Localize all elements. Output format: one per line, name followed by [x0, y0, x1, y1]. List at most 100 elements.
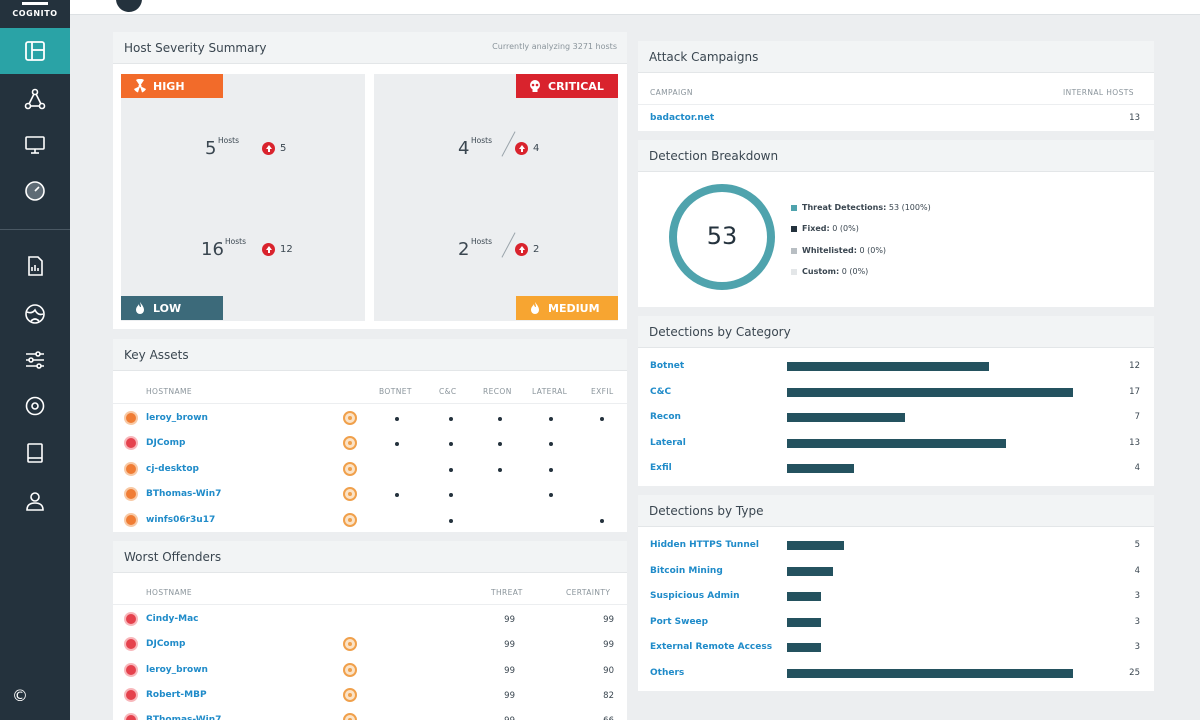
category-link[interactable]: Botnet: [650, 361, 685, 371]
alert-count: 12: [280, 244, 293, 255]
detection-dot: [600, 417, 604, 421]
category-link[interactable]: Suspicious Admin: [650, 591, 740, 602]
attack-campaigns-panel: Attack Campaigns CAMPAIGN INTERNAL HOSTS…: [638, 41, 1154, 131]
category-link[interactable]: C&C: [650, 386, 672, 397]
bar-hidden-https-tunnel[interactable]: [787, 541, 844, 550]
count-value: 17: [1129, 386, 1140, 397]
bar-external-remote-access[interactable]: [787, 643, 821, 653]
type-header: Detections by Type: [638, 495, 1154, 527]
col-hostname[interactable]: HOSTNAME: [146, 588, 193, 597]
flame-icon: [531, 302, 539, 314]
campaign-link[interactable]: badactor.net: [650, 113, 715, 123]
category-link[interactable]: Others: [650, 668, 685, 678]
nav-network[interactable]: [0, 76, 70, 122]
category-link[interactable]: Exfil: [650, 463, 672, 473]
avatar[interactable]: [116, 0, 142, 12]
bar-c-c[interactable]: [787, 387, 1073, 397]
bar-lateral[interactable]: [787, 438, 1006, 448]
key-asset-target-icon: [343, 461, 357, 476]
nav-settings[interactable]: [0, 383, 70, 429]
hostname-link[interactable]: Robert-MBP: [146, 689, 207, 700]
detection-dot: [549, 442, 553, 447]
detection-dot: [498, 442, 502, 447]
hostname-link[interactable]: winfs06r3u17: [146, 514, 216, 525]
category-link[interactable]: External Remote Access: [650, 642, 773, 653]
col-threat[interactable]: THREAT: [491, 588, 523, 597]
detections-by-type-panel: Detections by Type Hidden HTTPS Tunnel 5 B…: [638, 495, 1154, 691]
severity-cell-critical[interactable]: CRITICAL 4 Hosts 4: [374, 74, 618, 226]
monitor-icon: [25, 136, 45, 154]
category-link[interactable]: Hidden HTTPS Tunnel: [650, 540, 759, 550]
category-link[interactable]: Recon: [650, 412, 681, 422]
bar-port-sweep[interactable]: [787, 617, 821, 627]
hosts-label: Hosts: [218, 136, 239, 145]
alert-up-icon: [515, 142, 528, 155]
book-icon: [27, 443, 43, 463]
legend-value: 0 (0%): [841, 266, 869, 276]
col-cc[interactable]: C&C: [439, 387, 457, 396]
col-internal-hosts[interactable]: INTERNAL HOSTS: [1063, 88, 1134, 97]
col-hostname[interactable]: HOSTNAME: [146, 387, 193, 396]
detection-donut[interactable]: [669, 184, 775, 290]
nav-hosts[interactable]: [0, 122, 70, 168]
nav-dashboard[interactable]: [0, 28, 70, 74]
detection-dot: [395, 442, 399, 447]
severity-label: HIGH: [153, 79, 185, 93]
flame-icon: [136, 302, 144, 314]
hostname-link[interactable]: leroy_brown: [146, 413, 208, 423]
col-exfil[interactable]: EXFIL: [591, 387, 614, 396]
hostname-link[interactable]: leroy_brown: [146, 664, 208, 675]
detection-dot: [549, 493, 553, 498]
hostname-link[interactable]: DJComp: [146, 438, 186, 449]
host-status-icon: [124, 612, 138, 626]
bar-bitcoin-mining[interactable]: [787, 566, 833, 576]
severity-cell-low[interactable]: 16 Hosts 12 LOW: [121, 203, 365, 321]
col-botnet[interactable]: BOTNET: [379, 387, 412, 396]
panel-title: Host Severity Summary: [124, 41, 267, 55]
dashboard-icon: [25, 41, 45, 61]
panel-title: Key Assets: [124, 348, 189, 362]
hostname-link[interactable]: BThomas-Win7: [146, 489, 222, 500]
sliders-icon: [26, 351, 44, 369]
legend-swatch: [791, 268, 797, 275]
detection-breakdown-panel: Detection Breakdown 53 Threat Detections…: [638, 140, 1154, 307]
detection-total: 53: [706, 222, 738, 250]
key-asset-target-icon: [343, 637, 357, 652]
count-value: 4: [1134, 463, 1140, 473]
brand-logo[interactable]: COGNITO: [0, 0, 70, 26]
legend-label: Whitelisted:: [802, 245, 857, 255]
hostname-link[interactable]: cj-desktop: [146, 463, 199, 474]
worst-offenders-header: Worst Offenders: [113, 541, 627, 573]
category-link[interactable]: Bitcoin Mining: [650, 565, 723, 576]
hostname-link[interactable]: Cindy-Mac: [146, 614, 199, 624]
bar-recon[interactable]: [787, 413, 905, 422]
hostname-link[interactable]: BThomas-Win7: [146, 715, 221, 720]
nav-account[interactable]: [0, 478, 70, 524]
category-link[interactable]: Lateral: [650, 437, 686, 448]
nav-filters[interactable]: [0, 337, 70, 383]
col-recon[interactable]: RECON: [483, 387, 512, 396]
col-lateral[interactable]: LATERAL: [532, 387, 568, 396]
hostname-link[interactable]: DJComp: [146, 639, 186, 650]
col-campaign[interactable]: CAMPAIGN: [650, 88, 693, 97]
nav-docs[interactable]: [0, 430, 70, 476]
nav-reports[interactable]: [0, 243, 70, 289]
campaigns-header: Attack Campaigns: [638, 41, 1154, 73]
bar-others[interactable]: [787, 669, 1073, 678]
severity-cell-medium[interactable]: 2 Hosts 2 MEDIUM: [374, 203, 618, 321]
legend-item: Threat Detections: 53 (100%): [802, 203, 931, 212]
certainty-score: 82: [603, 690, 614, 701]
severity-badge: HIGH: [121, 74, 223, 98]
severity-cell-high[interactable]: HIGH 5 Hosts 5: [121, 74, 365, 226]
host-status-icon: [124, 713, 138, 720]
bar-botnet[interactable]: [787, 362, 989, 371]
severity-label: MEDIUM: [548, 301, 600, 315]
col-certainty[interactable]: CERTAINTY: [566, 588, 611, 597]
nav-gauge[interactable]: [0, 168, 70, 214]
panel-title: Detections by Category: [649, 325, 791, 339]
bar-exfil[interactable]: [787, 464, 854, 473]
bar-suspicious-admin[interactable]: [787, 592, 821, 602]
category-link[interactable]: Port Sweep: [650, 616, 709, 627]
nav-globe[interactable]: [0, 291, 70, 337]
count-value: 5: [1134, 540, 1140, 550]
